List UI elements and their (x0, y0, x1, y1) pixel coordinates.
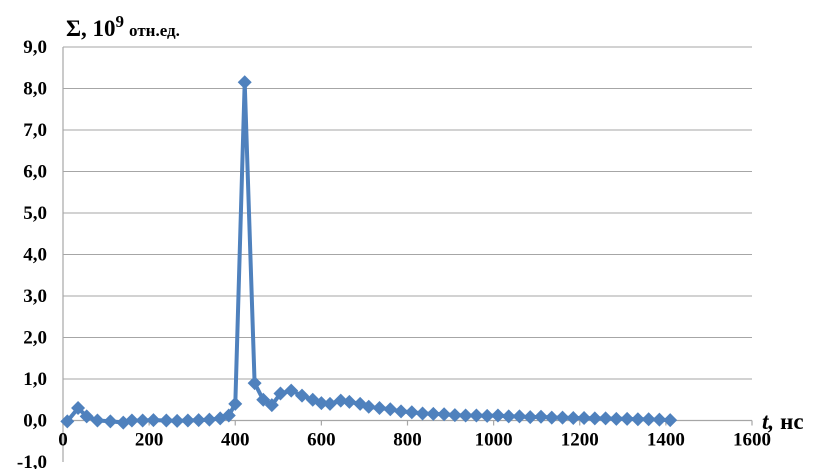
data-point (342, 394, 357, 409)
data-point (469, 408, 484, 423)
data-point (652, 412, 667, 427)
data-point (273, 386, 288, 401)
y-tick-label: 0,0 (23, 411, 47, 432)
data-point (372, 401, 387, 416)
y-tick-label: 3,0 (23, 286, 47, 307)
y-tick-label: 6,0 (23, 162, 47, 183)
data-point (294, 388, 309, 403)
x-tick-label: 200 (135, 430, 164, 451)
data-point (116, 415, 131, 430)
data-point (191, 413, 206, 428)
y-tick-label: 7,0 (23, 120, 47, 141)
data-point (630, 412, 645, 427)
x-axis-title: t, нс (762, 409, 804, 434)
data-point (458, 408, 473, 423)
y-axis: -1,0 0,0 1,0 2,0 3,0 4,0 5,0 6,0 7,0 8,0 9,0 (17, 37, 64, 469)
y-tick-label: 9,0 (23, 37, 47, 58)
data-point (663, 413, 678, 428)
data-point (284, 383, 299, 398)
data-point (415, 406, 430, 421)
data-point (135, 413, 150, 428)
data-point (333, 393, 348, 408)
data-point (437, 407, 452, 422)
data-point (555, 410, 570, 425)
data-point (247, 376, 262, 391)
data-point (480, 408, 495, 423)
y-axis-title: Σ, 109 отн.ед. (66, 12, 180, 41)
data-point (620, 411, 635, 426)
data-point (146, 413, 161, 428)
data-point (501, 409, 516, 424)
x-tick-label: 1600 (733, 430, 771, 451)
data-point (587, 411, 602, 426)
data-point (361, 399, 376, 414)
data-point (544, 410, 559, 425)
grid-lines (63, 46, 752, 380)
data-point (641, 412, 656, 427)
data-point (124, 413, 139, 428)
x-tick-label: 0 (58, 430, 68, 451)
data-point (180, 413, 195, 428)
data-point (533, 409, 548, 424)
data-point (202, 412, 217, 427)
data-point (394, 404, 409, 419)
data-point (314, 396, 329, 411)
data-point (221, 408, 236, 423)
data-point (256, 392, 271, 407)
x-tick-label: 1200 (561, 430, 599, 451)
x-tick-label: 1400 (647, 430, 685, 451)
data-point (383, 402, 398, 417)
x-tick-label: 400 (221, 430, 250, 451)
data-point (577, 411, 592, 426)
data-point (322, 396, 337, 411)
x-axis-unit: нс (780, 409, 803, 434)
y-axis-symbol: Σ, 10 (66, 16, 116, 41)
data-point (598, 411, 613, 426)
data-point (79, 409, 94, 424)
data-point (490, 408, 505, 423)
x-axis-symbol: t, (762, 409, 774, 434)
y-tick-label: 5,0 (23, 203, 47, 224)
data-point (566, 411, 581, 426)
y-tick-label: -1,0 (17, 452, 47, 469)
data-point (512, 409, 527, 424)
y-tick-label: 4,0 (23, 245, 47, 266)
y-tick-label: 1,0 (23, 369, 47, 390)
y-axis-exponent: 9 (116, 12, 125, 31)
data-point (159, 413, 174, 428)
data-point (523, 410, 538, 425)
data-series (60, 75, 678, 430)
data-point (60, 414, 75, 429)
x-tick-label: 800 (393, 430, 422, 451)
series-line (65, 80, 671, 425)
y-tick-label: 2,0 (23, 328, 47, 349)
data-point (170, 413, 185, 428)
data-point (264, 398, 279, 413)
data-point (426, 406, 441, 421)
data-point (447, 408, 462, 423)
data-point (228, 396, 243, 411)
x-tick-label: 600 (307, 430, 336, 451)
data-point (71, 401, 86, 416)
data-point (237, 75, 252, 90)
data-point (103, 414, 118, 429)
y-axis-unit: отн.ед. (129, 21, 180, 40)
data-point (90, 413, 105, 428)
data-point (404, 405, 419, 420)
y-tick-label: 8,0 (23, 79, 47, 100)
data-point (609, 411, 624, 426)
x-tick-label: 1000 (475, 430, 513, 451)
